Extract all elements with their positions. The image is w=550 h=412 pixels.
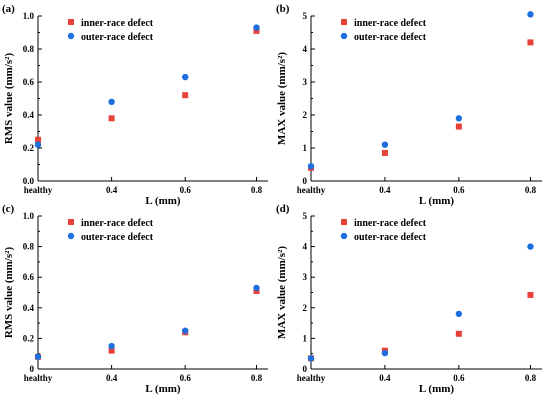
y-axis-title: MAX value (mm/s²) — [276, 246, 288, 339]
data-point-outer-race — [455, 310, 463, 318]
data-point-outer-race — [108, 342, 115, 350]
legend-label: outer-race defect — [354, 232, 427, 243]
x-tick-label: 0.4 — [106, 185, 118, 195]
y-tick-label: 0 — [303, 364, 308, 374]
x-tick-label: healthy — [24, 373, 53, 383]
legend-label: outer-race defect — [81, 32, 154, 43]
x-axis-title: L (mm) — [145, 383, 180, 395]
legend-label: inner-race defect — [81, 218, 154, 229]
chart-panel-a: (a) 0.0 0.2 0.4 0.6 0.8 1.0 healthy 0.4 0.6 0.8 L (… — [2, 3, 268, 207]
y-tick-label: 1 — [303, 333, 308, 343]
data-point-inner-race — [527, 39, 534, 46]
legend-label: inner-race defect — [354, 218, 427, 229]
data-point-inner-race — [527, 291, 534, 298]
x-tick-label: 0.4 — [106, 373, 118, 383]
chart-panel-c: (c) 0 0.2 0.4 0.6 0.8 1.0 healthy 0.4 0.6 0.8 L (mm… — [2, 203, 268, 395]
y-tick-label: 4 — [303, 44, 308, 54]
legend-square-marker — [68, 219, 74, 225]
x-axis-title: L (mm) — [419, 383, 454, 395]
x-tick-label: 0.6 — [453, 373, 465, 383]
x-tick-label: healthy — [297, 185, 326, 195]
data-point-outer-race — [253, 284, 260, 292]
y-tick-label: 1.0 — [23, 11, 35, 21]
x-tick-label: 0.8 — [251, 185, 263, 195]
y-tick-label: 3 — [303, 272, 308, 282]
data-point-inner-race — [108, 115, 115, 122]
data-point-outer-race — [182, 327, 189, 334]
y-tick-label: 0.8 — [23, 242, 35, 252]
data-point-outer-race — [182, 73, 189, 81]
data-point-outer-race — [307, 355, 315, 362]
x-axis-title: L (mm) — [145, 195, 180, 207]
y-tick-label: 1 — [303, 143, 308, 153]
legend-label: outer-race defect — [354, 32, 427, 43]
data-point-outer-race — [527, 11, 534, 18]
data-point-inner-race — [381, 149, 388, 156]
y-axis-title: MAX value (mm/s²) — [276, 52, 288, 145]
panel-label: (c) — [2, 203, 15, 215]
y-tick-label: 0 — [30, 364, 35, 374]
y-tick-label: 4 — [303, 242, 308, 252]
panel-label: (a) — [2, 3, 15, 15]
legend-circle-marker — [340, 32, 348, 40]
data-point-outer-race — [381, 141, 389, 148]
x-tick-label: 0.4 — [379, 185, 391, 195]
y-tick-label: 1.0 — [23, 211, 35, 221]
legend-label: outer-race defect — [81, 232, 154, 243]
x-tick-label: 0.8 — [525, 185, 537, 195]
x-tick-label: healthy — [297, 373, 326, 383]
data-point-outer-race — [455, 115, 463, 122]
y-axis-title: RMS value (mm/s²) — [3, 53, 15, 145]
y-tick-label: 0.2 — [23, 333, 35, 343]
y-tick-label: 0.0 — [23, 176, 35, 186]
y-tick-label: 2 — [303, 110, 308, 120]
y-tick-label: 3 — [303, 77, 308, 87]
y-tick-label: 0.4 — [23, 110, 35, 120]
x-tick-label: 0.8 — [251, 373, 263, 383]
data-point-outer-race — [34, 141, 42, 148]
data-point-inner-race — [455, 330, 462, 337]
chart-panel-b: (b) 0 1 2 3 4 5 healthy 0.4 0.6 0.8 L (mm) MAX value… — [276, 3, 542, 207]
data-point-inner-race — [35, 136, 41, 143]
x-tick-label: healthy — [24, 185, 53, 195]
x-tick-label: 0.8 — [525, 373, 537, 383]
y-tick-label: 5 — [303, 11, 308, 21]
data-point-outer-race — [527, 243, 534, 250]
legend-square-marker — [68, 19, 74, 25]
x-tick-label: 0.6 — [180, 373, 192, 383]
data-point-outer-race — [34, 353, 42, 360]
data-point-outer-race — [307, 162, 315, 170]
legend-circle-marker — [67, 32, 75, 40]
y-tick-label: 0.4 — [23, 303, 35, 313]
data-point-inner-race — [455, 123, 462, 130]
y-tick-label: 0.6 — [23, 77, 35, 87]
legend-circle-marker — [340, 232, 348, 240]
x-tick-label: 0.4 — [379, 373, 391, 383]
data-point-inner-race — [253, 27, 260, 34]
legend-square-marker — [341, 219, 347, 225]
y-tick-label: 5 — [303, 211, 308, 221]
x-tick-label: 0.6 — [180, 185, 192, 195]
y-axis-title: RMS value (mm/s²) — [3, 247, 15, 339]
legend-circle-marker — [67, 232, 75, 240]
panel-label: (b) — [276, 3, 290, 15]
legend-label: inner-race defect — [81, 18, 154, 29]
y-tick-label: 0.8 — [23, 44, 35, 54]
data-point-inner-race — [182, 92, 189, 99]
legend-label: inner-race defect — [354, 18, 427, 29]
y-tick-label: 2 — [303, 303, 308, 313]
chart-panel-d: (d) 0 1 2 3 4 5 healthy 0.4 0.6 0.8 L (mm) MAX value… — [276, 203, 542, 395]
data-point-outer-race — [253, 24, 260, 31]
data-point-outer-race — [381, 349, 389, 357]
y-tick-label: 0.2 — [23, 143, 35, 153]
x-tick-label: 0.6 — [453, 185, 465, 195]
data-point-outer-race — [108, 98, 115, 106]
legend-square-marker — [341, 19, 347, 25]
data-point-inner-race — [108, 347, 115, 354]
y-tick-label: 0 — [303, 176, 308, 186]
x-axis-title: L (mm) — [419, 195, 454, 207]
y-tick-label: 0.6 — [23, 272, 35, 282]
panel-label: (d) — [276, 203, 290, 215]
